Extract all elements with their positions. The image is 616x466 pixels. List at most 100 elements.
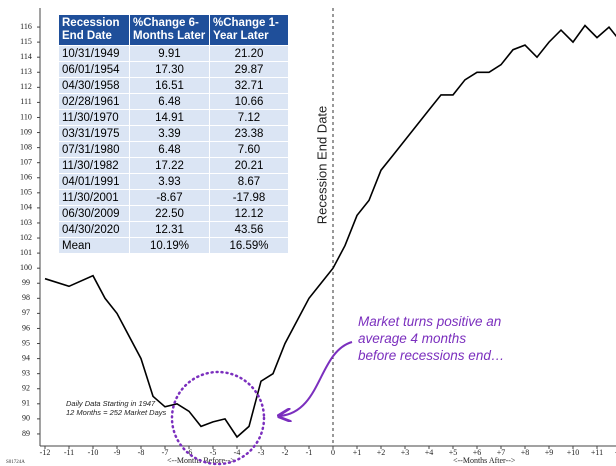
x-tick-label: -7 [162,448,169,457]
table-cell: 29.87 [209,61,289,78]
table-header: Recession End Date %Change 6-Months Later… [58,14,289,46]
y-tick-label: 103 [20,218,32,227]
header-cell: Recession End Date [58,14,130,46]
y-tick-label: 93 [22,368,30,377]
table-cell: 14.91 [129,109,210,126]
x-tick-label: -10 [88,448,99,457]
header-cell: %Change 1-Year Later [209,14,289,46]
table-row: Mean 10.19% 16.59% [58,237,289,254]
x-tick-label: +5 [449,448,458,457]
x-tick-label: -2 [282,448,289,457]
x-tick-label: +2 [377,448,386,457]
table-cell: 17.30 [129,61,210,78]
table-cell: -17.98 [209,189,289,206]
header-cell: %Change 6-Months Later [129,14,210,46]
table-cell: 03/31/1975 [58,125,130,142]
table-cell: 43.56 [209,221,289,238]
table-row: 04/30/1958 16.51 32.71 [58,77,289,94]
x-tick-label: +6 [473,448,482,457]
y-tick-label: 100 [20,263,32,272]
table-row: 03/31/1975 3.39 23.38 [58,125,289,142]
table-cell: 7.60 [209,141,289,158]
table-cell: -8.67 [129,189,210,206]
table-cell: 12.12 [209,205,289,222]
y-tick-label: 92 [22,384,30,393]
x-axis-label: <--Months After--> [453,456,516,465]
highlight-circle [170,370,266,466]
y-tick-label: 110 [20,112,32,121]
table-cell: 10/31/1949 [58,45,130,62]
y-tick-label: 112 [20,82,32,91]
x-tick-label: 0 [331,448,335,457]
x-tick-label: -12 [40,448,51,457]
x-tick-label: +8 [521,448,530,457]
table-cell: 10.66 [209,93,289,110]
annotation-line: average 4 months [358,331,466,346]
table-cell: 3.39 [129,125,210,142]
x-tick-label: +9 [545,448,554,457]
table-cell: 3.93 [129,173,210,190]
table-cell: 6.48 [129,141,210,158]
x-tick-label: -8 [138,448,145,457]
y-tick-label: 109 [20,127,32,136]
y-tick-label: 89 [22,429,30,438]
y-tick-label: 107 [20,158,32,167]
table-cell: 10.19% [129,237,210,254]
y-tick-label: 114 [20,52,32,61]
table-row: 11/30/1982 17.22 20.21 [58,157,289,174]
table-cell: 11/30/2001 [58,189,130,206]
x-tick-label: +7 [497,448,506,457]
y-tick-label: 91 [22,399,30,408]
table-cell: 7.12 [209,109,289,126]
x-tick-label: +11 [591,448,603,457]
table-row: 07/31/1980 6.48 7.60 [58,141,289,158]
table-cell: 6.48 [129,93,210,110]
table-row: 10/31/1949 9.91 21.20 [58,45,289,62]
table-row: 11/30/2001 -8.67 -17.98 [58,189,289,206]
annotation-line: before recessions end… [358,348,504,363]
x-tick-label: -5 [210,448,217,457]
y-tick-label: 104 [20,203,32,212]
y-tick-label: 111 [20,97,31,106]
y-tick-label: 101 [20,248,32,257]
table-cell: 07/31/1980 [58,141,130,158]
table-cell: 06/01/1954 [58,61,130,78]
recession-table: Recession End Date %Change 6-Months Later… [58,14,289,254]
table-cell: 23.38 [209,125,289,142]
annotation: Market turns positive an average 4 months… [358,314,504,363]
y-tick-label: 105 [20,188,32,197]
x-tick-label: +3 [401,448,410,457]
y-tick-label: 97 [22,308,30,317]
table-cell: 06/30/2009 [58,205,130,222]
table-cell: 17.22 [129,157,210,174]
x-tick-label: -9 [114,448,121,457]
annotation-line: Market turns positive an [358,314,501,329]
table-cell: 32.71 [209,77,289,94]
table-cell: 21.20 [209,45,289,62]
table-cell: 12.31 [129,221,210,238]
x-tick-label: -1 [306,448,313,457]
table-cell: Mean [58,237,130,254]
table-row: 04/30/2020 12.31 43.56 [58,221,289,238]
table-row: 06/01/1954 17.30 29.87 [58,61,289,78]
y-tick-label: 113 [20,67,32,76]
index-line [44,24,616,439]
x-tick-label: -4 [234,448,241,457]
table-cell: 8.67 [209,173,289,190]
y-tick-label: 115 [20,37,32,46]
y-tick-label: 99 [22,278,30,287]
table-row: 02/28/1961 6.48 10.66 [58,93,289,110]
y-tick-label: 90 [22,414,30,423]
x-tick-label: +12 [615,448,616,457]
y-tick-label: 98 [22,293,30,302]
table-cell: 16.59% [209,237,289,254]
y-tick-label: 96 [22,323,30,332]
table-cell: 11/30/1970 [58,109,130,126]
table-cell: 04/30/1958 [58,77,130,94]
table-row: 06/30/2009 22.50 12.12 [58,205,289,222]
y-tick-label: 108 [20,142,32,151]
vline-label: Recession End Date [314,106,329,225]
table-cell: 9.91 [129,45,210,62]
